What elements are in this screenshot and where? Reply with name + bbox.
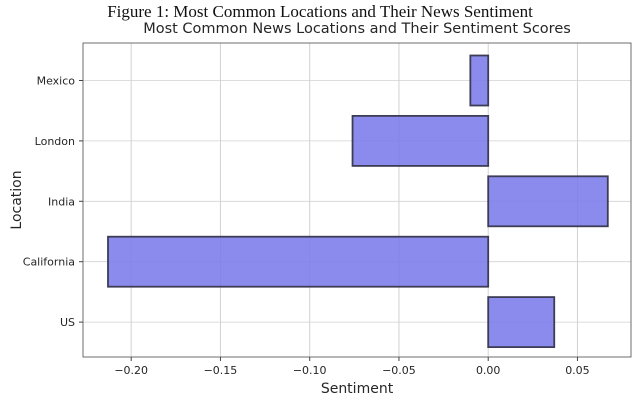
- chart-title: Most Common News Locations and Their Sen…: [143, 21, 571, 37]
- x-tick-label: 0.00: [476, 364, 501, 377]
- y-tick-label: Mexico: [37, 75, 76, 88]
- x-tick-label: −0.05: [382, 364, 416, 377]
- bar-us: [487, 296, 556, 349]
- x-tick-label: −0.15: [204, 364, 238, 377]
- x-tick-label: −0.10: [293, 364, 327, 377]
- bar-india: [487, 175, 609, 228]
- y-tick-label: US: [60, 316, 75, 329]
- bar-mexico: [469, 54, 490, 107]
- x-tick-label: 0.05: [565, 364, 590, 377]
- figure-caption: Figure 1: Most Common Locations and Thei…: [107, 2, 533, 21]
- y-tick-label: California: [23, 256, 75, 269]
- y-tick-label: India: [48, 195, 75, 208]
- bar-london: [351, 115, 490, 167]
- x-axis-label: Sentiment: [320, 381, 394, 397]
- plot-border: [82, 42, 632, 358]
- bar-california: [107, 235, 490, 288]
- x-tick-label: −0.20: [114, 364, 148, 377]
- y-tick-label: London: [35, 135, 75, 148]
